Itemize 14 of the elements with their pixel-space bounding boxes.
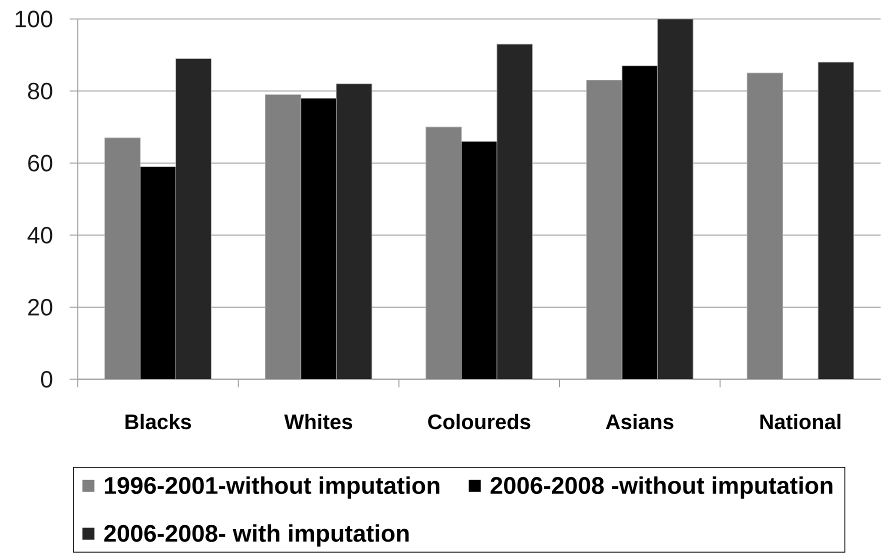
legend-label: 2006-2008 -without imputation — [490, 476, 832, 499]
y-tick-label: 60 — [28, 154, 52, 172]
x-tick-label: Asians — [606, 414, 674, 430]
y-tick-label: 100 — [16, 10, 52, 28]
x-tick-label: National — [760, 414, 840, 430]
x-tick-label: Whites — [284, 414, 352, 430]
legend-label: 1996-2001-without imputation — [104, 476, 440, 499]
y-tick-label: 0 — [41, 370, 52, 388]
y-tick-label: 20 — [28, 298, 52, 316]
y-tick-label: 80 — [28, 82, 52, 100]
y-tick-label: 40 — [28, 226, 52, 244]
legend-label: 2006-2008- with imputation — [104, 524, 409, 547]
x-tick-label: Coloureds — [428, 414, 530, 430]
x-tick-label: Blacks — [126, 414, 191, 430]
